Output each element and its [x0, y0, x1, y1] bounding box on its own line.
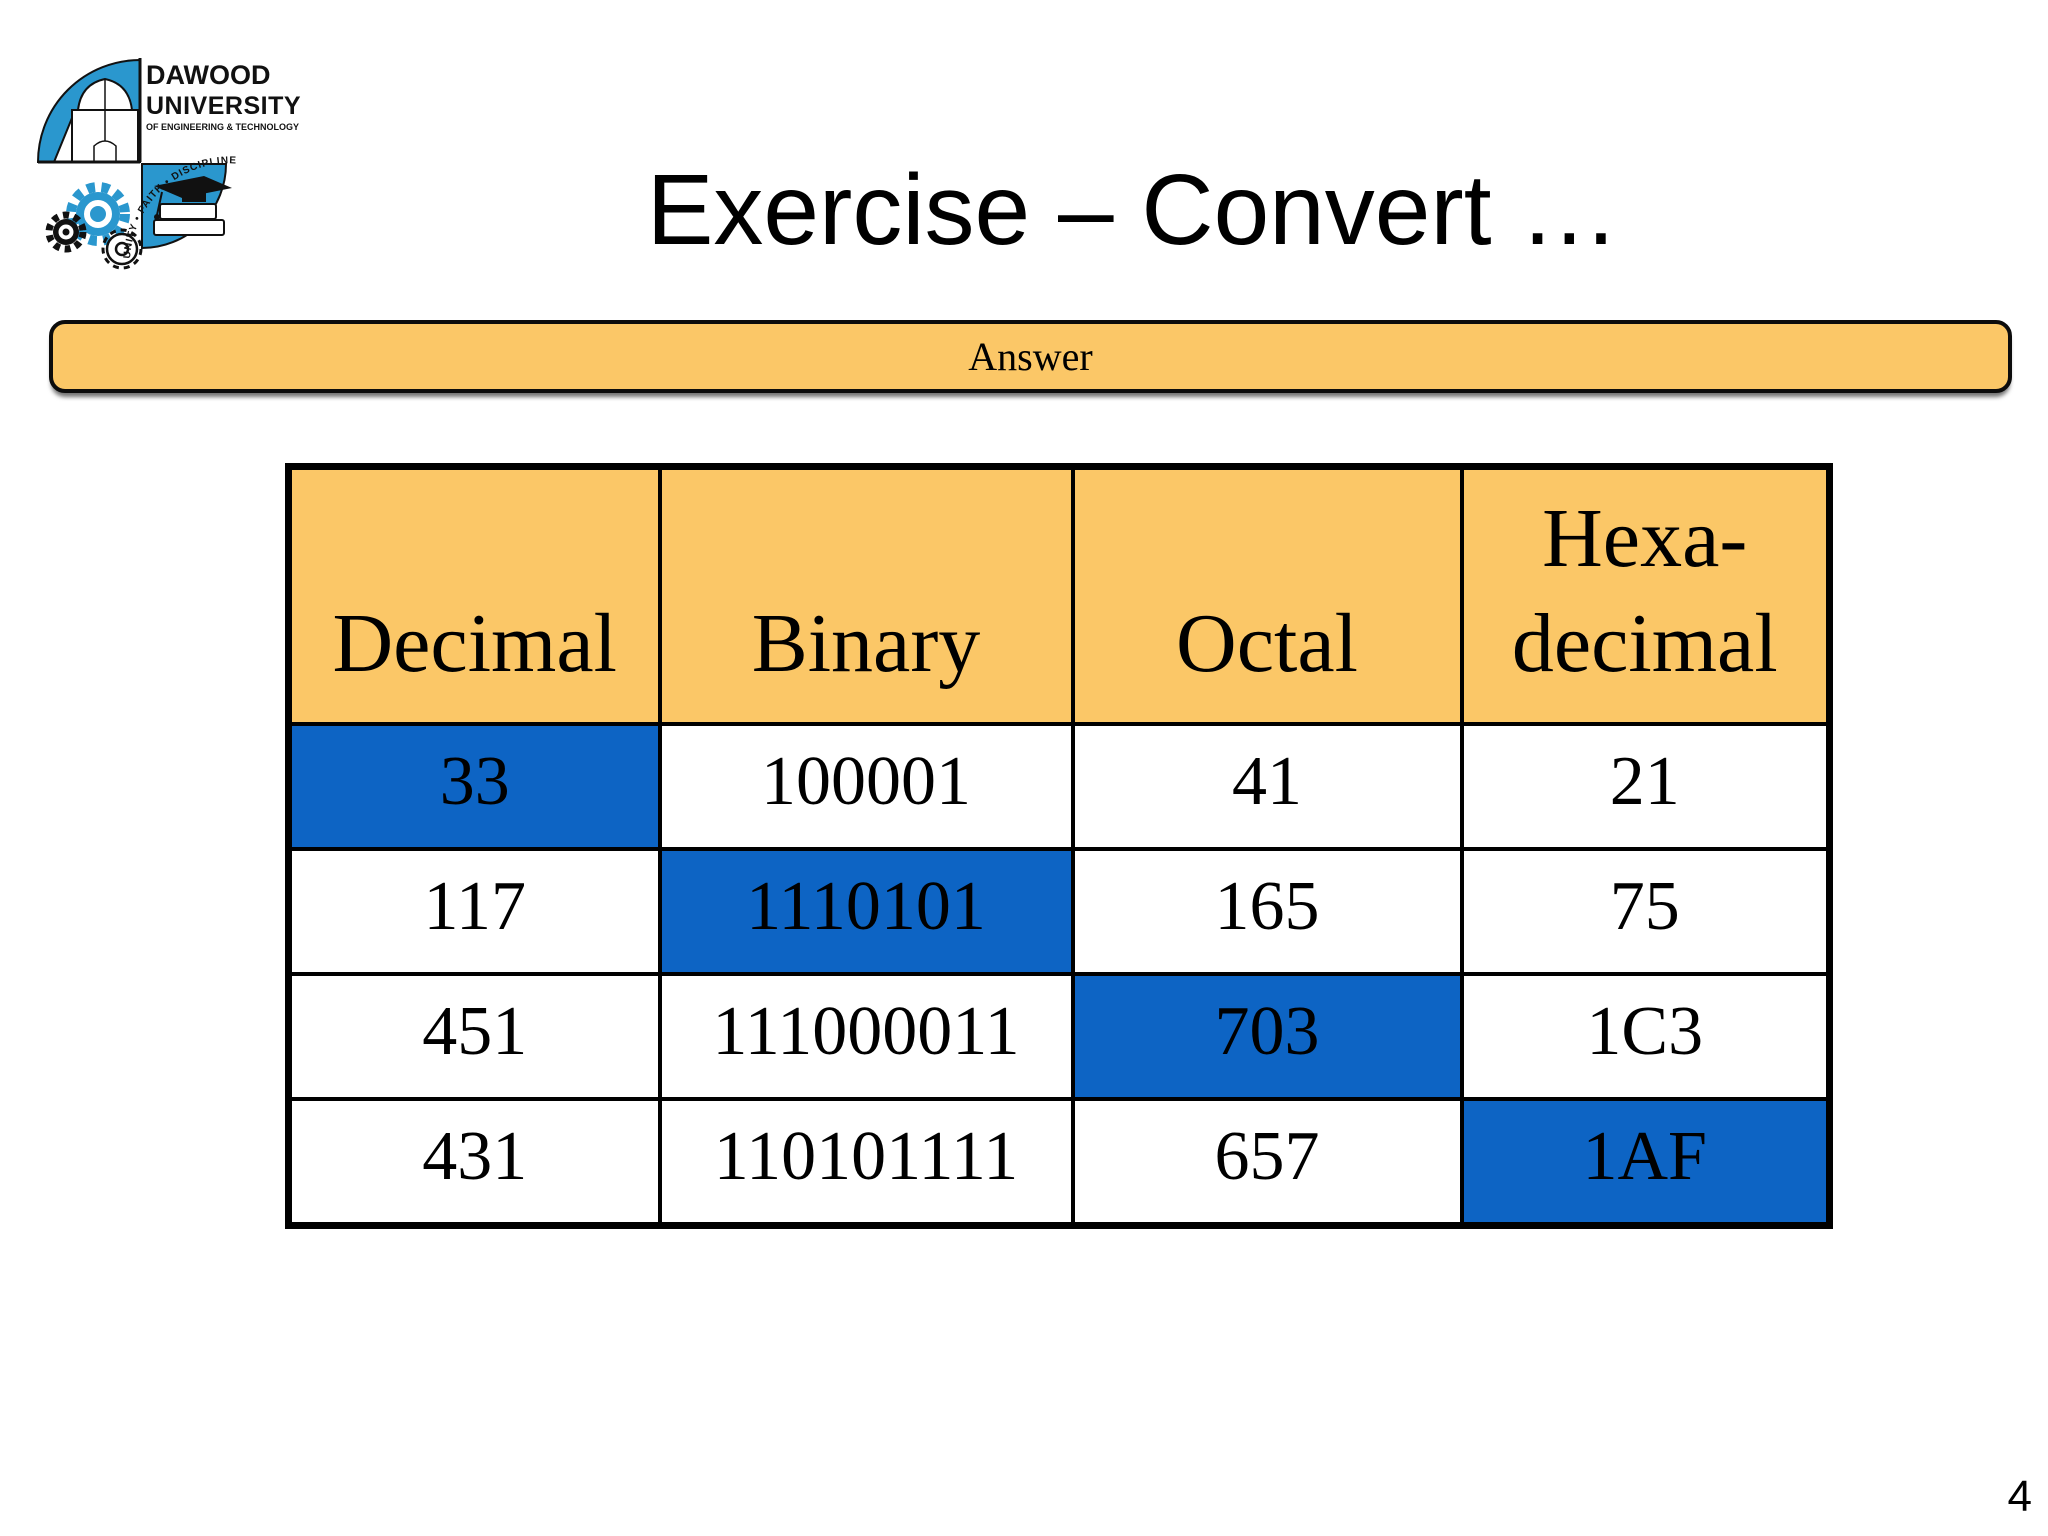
table-cell: 1110101: [657, 847, 1075, 976]
table-body: 33 100001 41 21 117 1110101 165 75 451 111000011 7…: [286, 722, 1832, 1228]
university-logo: UNITY • FAITH • DISCIPLINE DAWOOD UNIVER…: [36, 58, 301, 270]
table-cell: 451: [286, 972, 662, 1101]
column-header-binary: Binary: [657, 464, 1075, 726]
logo-name-line1: DAWOOD: [146, 60, 271, 90]
column-header-decimal: Decimal: [286, 464, 662, 726]
table-row: 117 1110101 165 75: [286, 847, 1832, 976]
table-cell: 110101111: [657, 1097, 1075, 1228]
table-row: 431 110101111 657 1AF: [286, 1097, 1832, 1228]
conversion-table: Decimal Binary Octal Hexa-decimal 33 1000…: [285, 463, 1833, 1229]
table-cell: 100001: [657, 722, 1075, 851]
white-gear-icon: [101, 228, 143, 270]
table-cell: 75: [1459, 847, 1832, 976]
table-cell: 703: [1070, 972, 1464, 1101]
black-gear-icon: [45, 211, 87, 253]
table-row: 451 111000011 703 1C3: [286, 972, 1832, 1101]
slide-title: Exercise – Convert …: [646, 154, 1620, 266]
answer-banner: Answer: [49, 320, 2012, 393]
table-cell: 1C3: [1459, 972, 1832, 1101]
mausoleum-building-icon: [52, 77, 139, 163]
table-cell: 657: [1070, 1097, 1464, 1228]
table-cell: 165: [1070, 847, 1464, 976]
blue-gear-icon: [66, 182, 130, 246]
table-cell: 117: [286, 847, 662, 976]
logo-name-line2: UNIVERSITY: [146, 92, 301, 120]
table-header-row: Decimal Binary Octal Hexa-decimal: [286, 464, 1832, 726]
table-cell: 41: [1070, 722, 1464, 851]
page-number: 4: [2007, 1472, 2032, 1521]
table-cell: 33: [286, 722, 662, 851]
answer-banner-label: Answer: [968, 334, 1093, 379]
table-row: 33 100001 41 21: [286, 722, 1832, 851]
column-header-octal: Octal: [1070, 464, 1464, 726]
logo-name-line3: OF ENGINEERING & TECHNOLOGY: [146, 122, 299, 132]
column-header-hexadecimal: Hexa-decimal: [1459, 464, 1832, 726]
table-cell: 111000011: [657, 972, 1075, 1101]
table-cell: 1AF: [1459, 1097, 1832, 1228]
table-cell: 21: [1459, 722, 1832, 851]
books-and-cap-icon: [153, 176, 232, 236]
table-cell: 431: [286, 1097, 662, 1228]
